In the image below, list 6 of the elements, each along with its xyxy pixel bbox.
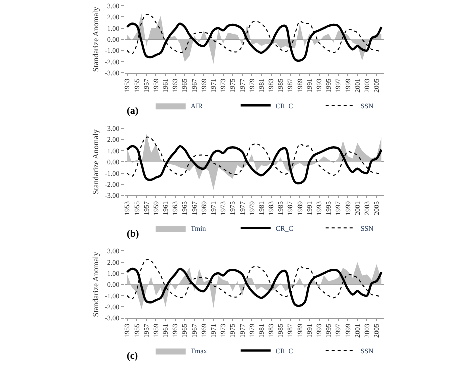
text: (b) — [127, 229, 140, 240]
text: (a) — [127, 106, 139, 117]
y-axis-title: Standarize Anomaly — [92, 130, 101, 195]
y-axis-title: Standarize Anomaly — [92, 7, 101, 72]
text: (c) — [127, 351, 138, 362]
y-axis-title: Standarize Anomaly — [92, 252, 101, 318]
